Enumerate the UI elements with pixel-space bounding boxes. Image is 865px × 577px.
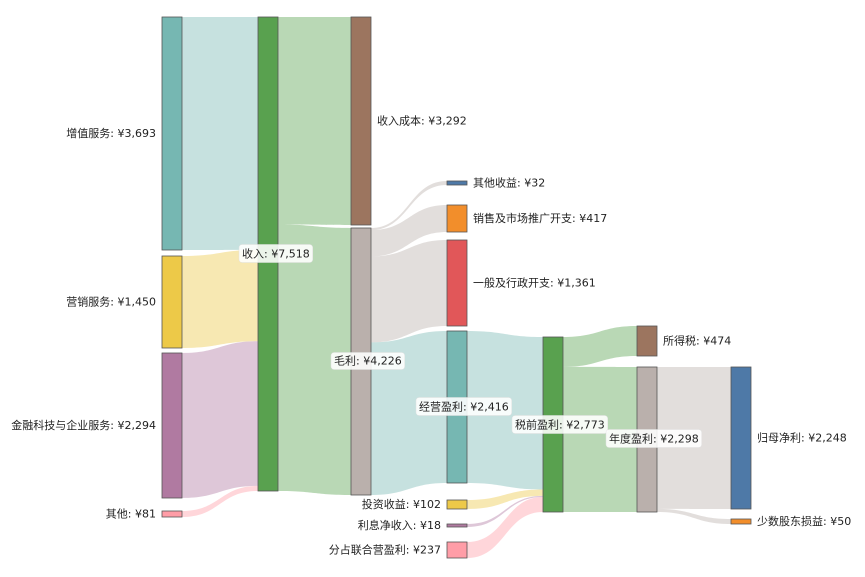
node-oth bbox=[161, 510, 183, 518]
label-vas: 增值服务: ¥3,693 bbox=[66, 126, 156, 140]
svg-text:归母净利: ¥2,248: 归母净利: ¥2,248 bbox=[757, 431, 847, 445]
node-fin bbox=[161, 352, 183, 499]
link-inv-pbt bbox=[467, 489, 543, 509]
svg-text:毛利: ¥4,226: 毛利: ¥4,226 bbox=[334, 355, 402, 368]
svg-text:其他: ¥81: 其他: ¥81 bbox=[106, 508, 156, 521]
label-ga: 一般及行政开支: ¥1,361 bbox=[473, 276, 596, 290]
node-vas bbox=[161, 16, 183, 251]
link-oth-rev bbox=[182, 485, 258, 517]
svg-text:分占联合营盈利: ¥237: 分占联合营盈利: ¥237 bbox=[329, 543, 441, 557]
label-cost: 收入成本: ¥3,292 bbox=[377, 114, 467, 128]
node-int bbox=[446, 523, 468, 528]
svg-text:投资收益: ¥102: 投资收益: ¥102 bbox=[362, 497, 441, 511]
label-op: 经营盈利: ¥2,416 bbox=[415, 397, 512, 416]
svg-text:销售及市场推广开支: ¥417: 销售及市场推广开支: ¥417 bbox=[473, 211, 607, 225]
label-np: 年度盈利: ¥2,298 bbox=[605, 429, 702, 448]
label-tax: 所得税: ¥474 bbox=[663, 334, 731, 348]
label-mkt: 营销服务: ¥1,450 bbox=[66, 295, 156, 309]
svg-text:一般及行政开支: ¥1,361: 一般及行政开支: ¥1,361 bbox=[473, 276, 596, 290]
label-inv: 投资收益: ¥102 bbox=[362, 497, 441, 511]
svg-text:金融科技与企业服务: ¥2,294: 金融科技与企业服务: ¥2,294 bbox=[11, 418, 156, 432]
link-mkt-rev bbox=[182, 249, 258, 348]
svg-text:收入成本: ¥3,292: 收入成本: ¥3,292 bbox=[377, 114, 467, 128]
link-gross-sm bbox=[371, 205, 447, 257]
label-oth: 其他: ¥81 bbox=[106, 508, 156, 521]
svg-text:少数股东损益: ¥50: 少数股东损益: ¥50 bbox=[757, 514, 851, 528]
links-layer bbox=[182, 17, 731, 558]
label-sm: 销售及市场推广开支: ¥417 bbox=[473, 211, 607, 225]
link-gross-oi bbox=[371, 181, 447, 231]
label-fin: 金融科技与企业服务: ¥2,294 bbox=[11, 418, 156, 432]
label-rev: 收入: ¥7,518 bbox=[238, 244, 313, 263]
link-fin-rev bbox=[182, 341, 258, 498]
link-assoc-pbt bbox=[467, 497, 543, 558]
label-int: 利息净收入: ¥18 bbox=[358, 518, 441, 532]
link-rev-gross bbox=[278, 224, 351, 495]
svg-text:税前盈利: ¥2,773: 税前盈利: ¥2,773 bbox=[515, 418, 605, 432]
svg-text:收入: ¥7,518: 收入: ¥7,518 bbox=[242, 247, 310, 261]
svg-text:其他收益: ¥32: 其他收益: ¥32 bbox=[473, 176, 545, 190]
node-ga bbox=[446, 239, 468, 327]
node-mkt bbox=[161, 255, 183, 349]
link-pbt-np bbox=[563, 366, 637, 512]
link-vas-rev bbox=[182, 17, 258, 250]
label-attr: 归母净利: ¥2,248 bbox=[757, 431, 847, 445]
node-cost bbox=[350, 16, 372, 226]
node-attr bbox=[730, 366, 752, 510]
label-pbt: 税前盈利: ¥2,773 bbox=[511, 415, 608, 434]
labels-layer: 增值服务: ¥3,693 营销服务: ¥1,450 金融科技与企业服务: ¥2,29… bbox=[11, 114, 851, 557]
svg-text:所得税: ¥474: 所得税: ¥474 bbox=[663, 334, 731, 348]
label-oi: 其他收益: ¥32 bbox=[473, 176, 545, 190]
svg-text:营销服务: ¥1,450: 营销服务: ¥1,450 bbox=[66, 295, 156, 309]
link-gross-op bbox=[371, 331, 447, 495]
node-sm bbox=[446, 204, 468, 233]
node-assoc bbox=[446, 541, 468, 559]
link-int-pbt bbox=[467, 495, 543, 527]
node-oi bbox=[446, 180, 468, 186]
node-tax bbox=[636, 325, 658, 357]
svg-text:经营盈利: ¥2,416: 经营盈利: ¥2,416 bbox=[419, 400, 509, 414]
link-np-mi bbox=[657, 508, 731, 524]
node-mi bbox=[730, 518, 752, 525]
svg-text:增值服务: ¥3,693: 增值服务: ¥3,693 bbox=[66, 126, 156, 140]
link-rev-cost bbox=[278, 17, 351, 225]
svg-text:利息净收入: ¥18: 利息净收入: ¥18 bbox=[358, 518, 441, 532]
svg-text:年度盈利: ¥2,298: 年度盈利: ¥2,298 bbox=[609, 432, 699, 446]
label-assoc: 分占联合营盈利: ¥237 bbox=[329, 543, 441, 557]
node-inv bbox=[446, 499, 468, 510]
label-mi: 少数股东损益: ¥50 bbox=[757, 514, 851, 528]
label-gross: 毛利: ¥4,226 bbox=[330, 352, 405, 370]
link-pbt-tax bbox=[563, 326, 637, 367]
link-gross-ga bbox=[371, 240, 447, 343]
